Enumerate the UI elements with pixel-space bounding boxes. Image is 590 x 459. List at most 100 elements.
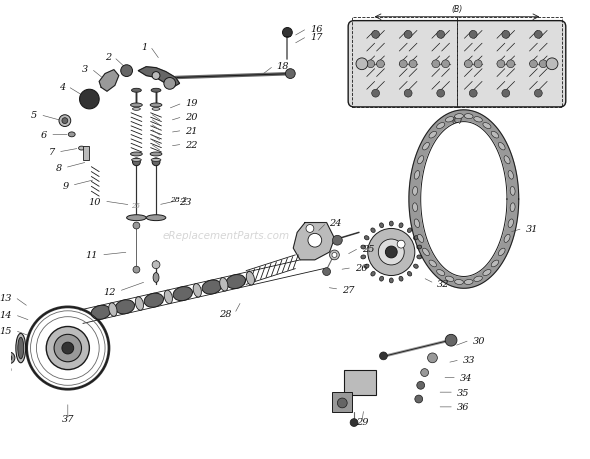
Circle shape [372, 31, 379, 39]
Text: 6: 6 [41, 130, 47, 140]
Text: 5: 5 [31, 111, 37, 120]
Circle shape [469, 31, 477, 39]
Text: (C): (C) [451, 116, 463, 124]
Text: 14: 14 [0, 311, 12, 319]
Text: 28.2: 28.2 [170, 196, 187, 204]
Ellipse shape [474, 276, 483, 282]
FancyBboxPatch shape [348, 22, 566, 108]
Circle shape [397, 241, 405, 248]
Circle shape [59, 116, 71, 127]
Polygon shape [99, 71, 119, 92]
Ellipse shape [146, 215, 166, 221]
Ellipse shape [491, 132, 499, 139]
Ellipse shape [91, 306, 110, 319]
Circle shape [379, 352, 388, 360]
Text: 31: 31 [526, 224, 538, 234]
Text: 3: 3 [82, 65, 88, 74]
Circle shape [133, 223, 140, 230]
Circle shape [385, 246, 397, 258]
Text: 20: 20 [185, 113, 198, 122]
Circle shape [535, 90, 542, 98]
Text: 29: 29 [356, 417, 368, 426]
Ellipse shape [219, 278, 228, 291]
Ellipse shape [173, 287, 192, 301]
Ellipse shape [371, 272, 375, 276]
Ellipse shape [132, 89, 142, 93]
Circle shape [286, 69, 295, 79]
Ellipse shape [445, 276, 454, 282]
Circle shape [152, 158, 160, 166]
Text: 34: 34 [460, 373, 473, 382]
Circle shape [437, 31, 445, 39]
Circle shape [469, 90, 477, 98]
Ellipse shape [389, 222, 394, 226]
Text: 22: 22 [185, 140, 198, 149]
Polygon shape [293, 223, 335, 260]
Ellipse shape [483, 270, 491, 276]
Ellipse shape [153, 273, 159, 283]
Ellipse shape [132, 159, 142, 162]
Ellipse shape [389, 278, 394, 283]
Text: 7: 7 [49, 148, 55, 157]
Circle shape [164, 78, 176, 90]
Text: 25: 25 [130, 202, 140, 209]
Ellipse shape [422, 143, 430, 151]
Circle shape [283, 28, 292, 38]
Ellipse shape [150, 153, 162, 157]
Ellipse shape [130, 153, 142, 157]
Ellipse shape [429, 261, 437, 267]
Circle shape [152, 73, 160, 80]
Circle shape [3, 366, 11, 374]
Circle shape [376, 61, 385, 68]
Ellipse shape [418, 235, 424, 243]
Circle shape [497, 61, 505, 68]
Circle shape [46, 327, 89, 370]
Circle shape [337, 398, 347, 408]
Ellipse shape [361, 255, 366, 259]
Text: 16: 16 [310, 25, 322, 34]
Circle shape [464, 61, 472, 68]
Ellipse shape [474, 118, 483, 123]
Ellipse shape [414, 264, 418, 269]
Circle shape [367, 61, 375, 68]
Text: 23: 23 [179, 197, 191, 206]
Ellipse shape [365, 236, 369, 241]
Circle shape [356, 59, 368, 71]
Ellipse shape [407, 229, 412, 233]
Ellipse shape [379, 277, 384, 281]
Circle shape [417, 381, 425, 389]
Ellipse shape [135, 297, 143, 311]
Ellipse shape [464, 114, 473, 119]
Ellipse shape [226, 275, 245, 289]
Text: 12: 12 [103, 287, 116, 296]
Circle shape [306, 225, 314, 233]
Text: 15: 15 [0, 326, 12, 335]
Bar [352, 18, 457, 108]
Text: 25: 25 [362, 244, 375, 253]
Circle shape [378, 240, 404, 265]
Circle shape [62, 342, 74, 354]
Ellipse shape [455, 114, 463, 119]
Circle shape [502, 90, 510, 98]
Text: 36: 36 [457, 403, 470, 411]
Circle shape [372, 90, 379, 98]
Ellipse shape [78, 147, 84, 151]
Text: 35: 35 [457, 388, 470, 397]
Ellipse shape [68, 133, 75, 138]
Circle shape [539, 61, 547, 68]
Circle shape [421, 369, 428, 377]
Bar [344, 370, 376, 395]
Circle shape [409, 61, 417, 68]
Ellipse shape [499, 143, 505, 151]
Bar [333, 392, 352, 412]
Ellipse shape [133, 108, 140, 111]
Ellipse shape [407, 272, 412, 276]
Ellipse shape [510, 187, 515, 196]
Text: 26: 26 [355, 263, 368, 273]
Text: 2: 2 [104, 53, 111, 62]
Ellipse shape [417, 255, 422, 259]
Text: 17: 17 [310, 33, 322, 42]
Circle shape [333, 236, 342, 246]
Ellipse shape [445, 118, 454, 123]
Circle shape [428, 353, 437, 363]
